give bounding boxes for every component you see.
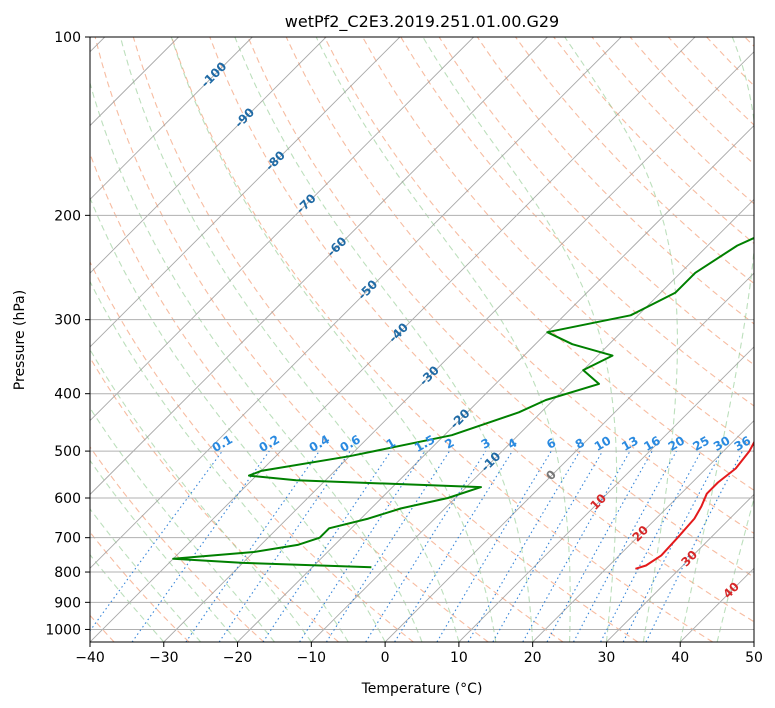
y-tick-label: 200 (54, 208, 81, 224)
dry-adiabat (247, 37, 754, 578)
x-tick-label: 10 (450, 650, 468, 666)
x-tick-label: −40 (75, 650, 105, 666)
moist-adiabat (90, 553, 165, 642)
moist-adiabat (315, 37, 571, 642)
moist-adiabat (90, 196, 386, 642)
x-tick-label: 50 (745, 650, 763, 666)
dry-adiabat (476, 37, 754, 325)
isotherm-line (163, 51, 754, 642)
x-tick-label: −10 (297, 650, 327, 666)
isotherm-line (90, 37, 696, 642)
dry-adiabat (323, 37, 754, 491)
temperature-profile-line (635, 440, 754, 570)
x-tick-label: 20 (524, 650, 542, 666)
y-tick-label: 700 (54, 531, 81, 547)
isotherm-line (90, 37, 622, 569)
moist-adiabat (716, 496, 754, 642)
isotherm-line (90, 37, 253, 200)
isotherm-line (90, 37, 548, 496)
moist-adiabat (90, 459, 238, 642)
y-tick-label: 600 (54, 491, 81, 507)
isotherm-line (90, 37, 401, 348)
y-axis-label: Pressure (hPa) (12, 290, 28, 390)
moist-adiabat (679, 37, 754, 642)
x-tick-label: 30 (598, 650, 616, 666)
y-tick-label: 500 (54, 444, 81, 460)
mixing-ratio-line (436, 450, 552, 642)
x-tick-label: −20 (223, 650, 253, 666)
mixing-ratio-line (573, 450, 677, 642)
isotherm-line (237, 124, 754, 642)
isotherm-line (532, 420, 754, 642)
moist-adiabat (170, 37, 497, 642)
mixing-ratio-line (394, 450, 513, 642)
dry-adiabat (515, 37, 754, 285)
dry-adiabat (209, 37, 754, 623)
dry-adiabat (90, 445, 265, 642)
chart-title: wetPf2_C2E3.2019.251.01.00.G29 (285, 12, 559, 32)
mixing-ratio-line (299, 450, 426, 642)
dry-adiabat (438, 37, 754, 366)
mixing-ratio-line (218, 450, 351, 642)
moist-adiabat (90, 507, 202, 642)
y-tick-label: 100 (54, 30, 81, 46)
y-tick-label: 900 (54, 595, 81, 611)
mixing-ratio-line (131, 450, 270, 642)
mixing-ratio-line (185, 450, 320, 642)
mixing-ratio-line (365, 450, 487, 642)
moist-adiabat (90, 81, 423, 642)
moist-adiabat (119, 37, 460, 642)
x-tick-label: −30 (149, 650, 179, 666)
moist-adiabat (422, 37, 618, 642)
y-tick-label: 300 (54, 313, 81, 329)
mixing-ratio-line (262, 450, 392, 642)
y-tick-label: 800 (54, 565, 81, 581)
isotherm-line (606, 493, 754, 642)
moist-adiabat (234, 37, 534, 642)
y-tick-label: 400 (54, 387, 81, 403)
isotherm-line (458, 346, 754, 642)
x-tick-label: 0 (381, 650, 390, 666)
isotherm-line (384, 272, 754, 642)
dry-adiabat (132, 37, 639, 642)
moist-adiabat (90, 280, 349, 642)
dry-adiabat (90, 260, 414, 642)
mixing-ratio-line (325, 450, 450, 642)
x-axis-label: Temperature (°C) (361, 681, 483, 697)
moist-adiabat (564, 37, 678, 642)
moist-adiabat (90, 407, 275, 642)
isotherm-line (90, 37, 327, 274)
y-tick-label: 1000 (45, 622, 81, 638)
dry-adiabat (94, 37, 564, 642)
x-tick-label: 40 (671, 650, 689, 666)
dry-adiabat (285, 37, 754, 535)
isotherm-line (90, 37, 474, 422)
plot-frame (89, 36, 755, 643)
dry-adiabat (171, 37, 713, 642)
dewpoint-profile-line (172, 236, 754, 569)
mixing-ratio-line (467, 450, 581, 642)
isotherm-line (311, 198, 754, 642)
